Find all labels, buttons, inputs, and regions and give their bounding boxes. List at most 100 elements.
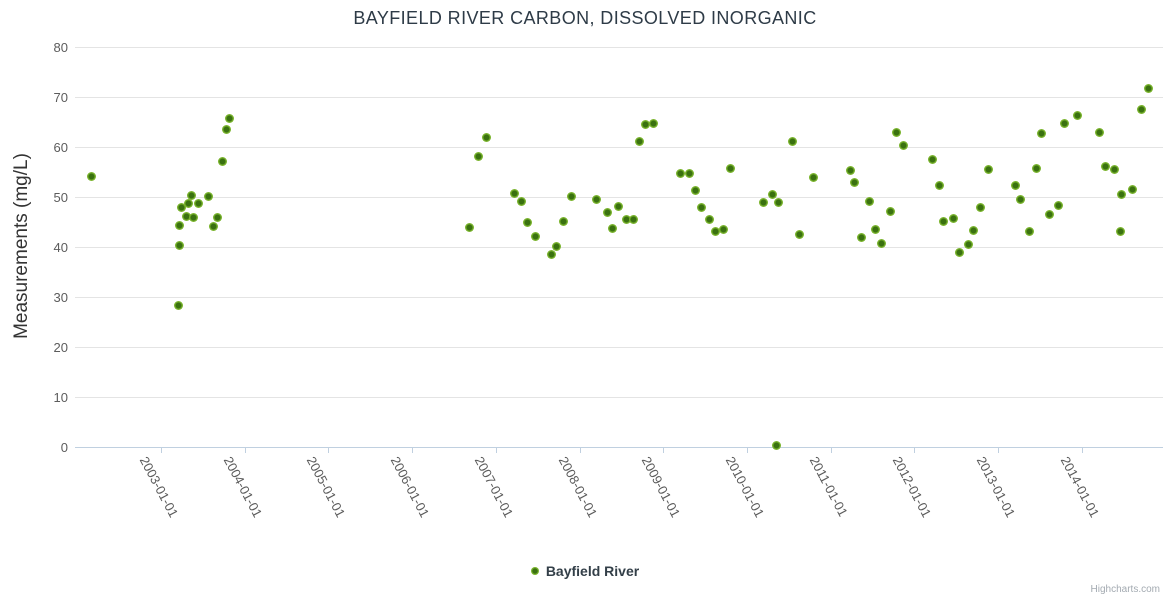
data-point[interactable] — [182, 212, 191, 221]
data-point[interactable] — [772, 441, 781, 450]
data-point[interactable] — [1095, 128, 1104, 137]
data-point[interactable] — [1073, 111, 1082, 120]
data-point[interactable] — [865, 197, 874, 206]
data-point[interactable] — [768, 190, 777, 199]
data-point[interactable] — [928, 155, 937, 164]
data-point[interactable] — [547, 250, 556, 259]
data-point[interactable] — [552, 242, 561, 251]
data-point[interactable] — [1025, 227, 1034, 236]
data-point[interactable] — [225, 114, 234, 123]
data-point[interactable] — [482, 133, 491, 142]
data-point[interactable] — [629, 215, 638, 224]
data-point[interactable] — [187, 191, 196, 200]
data-point[interactable] — [1128, 185, 1137, 194]
y-axis-tick-label: 30 — [53, 290, 68, 305]
data-point[interactable] — [218, 157, 227, 166]
data-point[interactable] — [984, 165, 993, 174]
data-point[interactable] — [1054, 201, 1063, 210]
data-point[interactable] — [871, 225, 880, 234]
data-point[interactable] — [809, 173, 818, 182]
data-point[interactable] — [774, 198, 783, 207]
data-point[interactable] — [676, 169, 685, 178]
data-point[interactable] — [1016, 195, 1025, 204]
data-point[interactable] — [705, 215, 714, 224]
data-point[interactable] — [788, 137, 797, 146]
data-point[interactable] — [964, 240, 973, 249]
data-point[interactable] — [1137, 105, 1146, 114]
data-point[interactable] — [603, 208, 612, 217]
data-point[interactable] — [177, 203, 186, 212]
y-axis-tick-label: 0 — [60, 440, 68, 455]
x-axis-tick-label: 2007-01-01 — [471, 454, 517, 520]
data-point[interactable] — [795, 230, 804, 239]
data-point[interactable] — [726, 164, 735, 173]
data-point[interactable] — [592, 195, 601, 204]
data-point[interactable] — [955, 248, 964, 257]
x-axis-tick — [998, 447, 999, 453]
data-point[interactable] — [899, 141, 908, 150]
data-point[interactable] — [608, 224, 617, 233]
data-point[interactable] — [523, 218, 532, 227]
data-point[interactable] — [87, 172, 96, 181]
data-point[interactable] — [1032, 164, 1041, 173]
data-point[interactable] — [939, 217, 948, 226]
data-point[interactable] — [935, 181, 944, 190]
data-point[interactable] — [174, 301, 183, 310]
data-point[interactable] — [1037, 129, 1046, 138]
data-point[interactable] — [697, 203, 706, 212]
data-point[interactable] — [877, 239, 886, 248]
y-axis-tick-label: 60 — [53, 140, 68, 155]
highcharts-credits-link[interactable]: Highcharts.com — [1090, 584, 1160, 595]
data-point[interactable] — [531, 232, 540, 241]
data-point[interactable] — [189, 213, 198, 222]
data-point[interactable] — [213, 213, 222, 222]
data-point[interactable] — [614, 202, 623, 211]
data-point[interactable] — [222, 125, 231, 134]
data-point[interactable] — [649, 119, 658, 128]
data-point[interactable] — [209, 222, 218, 231]
data-point[interactable] — [976, 203, 985, 212]
x-axis-tick-label: 2014-01-01 — [1057, 454, 1103, 520]
data-point[interactable] — [969, 226, 978, 235]
data-point[interactable] — [175, 221, 184, 230]
legend-label: Bayfield River — [545, 563, 640, 579]
data-point[interactable] — [1060, 119, 1069, 128]
data-point[interactable] — [559, 217, 568, 226]
data-point[interactable] — [850, 178, 859, 187]
data-point[interactable] — [949, 214, 958, 223]
data-point[interactable] — [846, 166, 855, 175]
data-point[interactable] — [711, 227, 720, 236]
data-point[interactable] — [1144, 84, 1153, 93]
y-gridline — [75, 397, 1163, 398]
data-point[interactable] — [175, 241, 184, 250]
data-point[interactable] — [635, 137, 644, 146]
x-axis-tick — [663, 447, 664, 453]
data-point[interactable] — [641, 120, 650, 129]
data-point[interactable] — [857, 233, 866, 242]
data-point[interactable] — [465, 223, 474, 232]
data-point[interactable] — [1101, 162, 1110, 171]
data-point[interactable] — [719, 225, 728, 234]
legend-item-bayfield-river[interactable]: Bayfield River — [0, 563, 1170, 579]
data-point[interactable] — [510, 189, 519, 198]
data-point[interactable] — [474, 152, 483, 161]
data-point[interactable] — [685, 169, 694, 178]
data-point[interactable] — [892, 128, 901, 137]
data-point[interactable] — [622, 215, 631, 224]
data-point[interactable] — [204, 192, 213, 201]
data-point[interactable] — [1011, 181, 1020, 190]
data-point[interactable] — [886, 207, 895, 216]
data-point[interactable] — [1116, 227, 1125, 236]
data-point[interactable] — [691, 186, 700, 195]
x-axis-tick-label: 2003-01-01 — [136, 454, 182, 520]
data-point[interactable] — [759, 198, 768, 207]
x-axis-tick-label: 2005-01-01 — [303, 454, 349, 520]
data-point[interactable] — [1117, 190, 1126, 199]
data-point[interactable] — [1045, 210, 1054, 219]
data-point[interactable] — [184, 199, 193, 208]
y-axis-tick-label: 70 — [53, 90, 68, 105]
data-point[interactable] — [1110, 165, 1119, 174]
data-point[interactable] — [567, 192, 576, 201]
data-point[interactable] — [194, 199, 203, 208]
data-point[interactable] — [517, 197, 526, 206]
